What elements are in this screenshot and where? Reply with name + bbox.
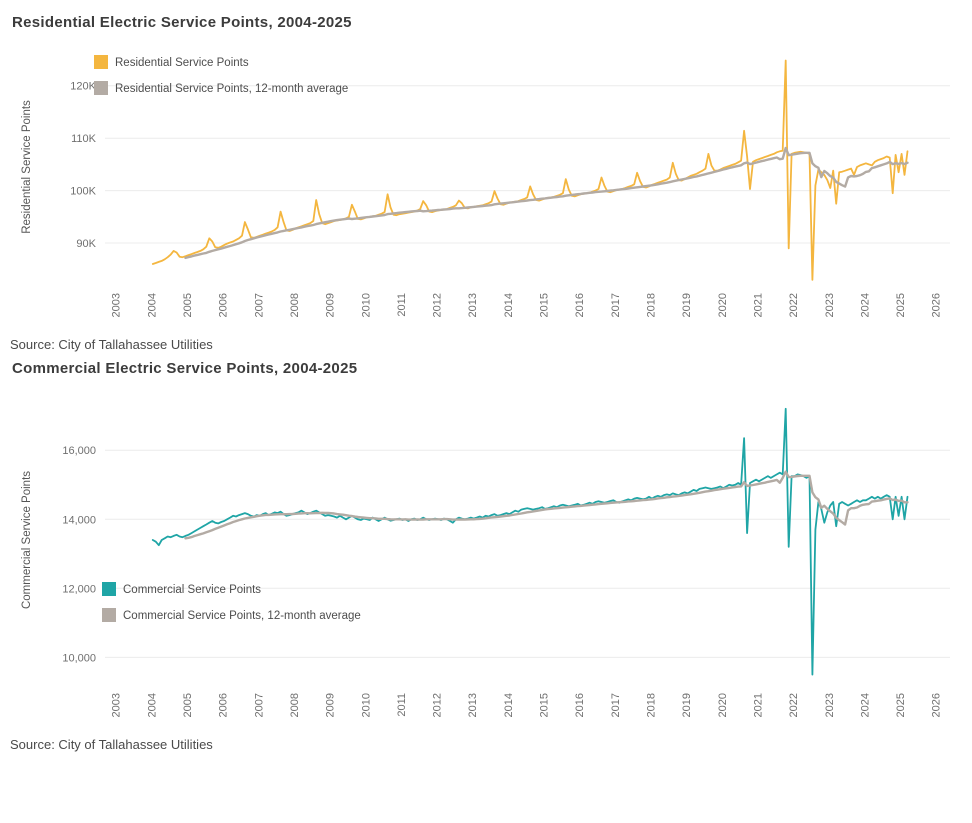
residential-chart-section: Residential Electric Service Points, 200… [10, 14, 962, 352]
x-tick-label: 2023 [824, 693, 836, 717]
x-tick-label: 2022 [788, 293, 800, 317]
chart-commercial-series-line [151, 407, 909, 676]
x-tick-label: 2018 [646, 293, 658, 317]
x-tick-label: 2012 [432, 693, 444, 717]
x-tick-label: 2023 [824, 293, 836, 317]
legend-label: Residential Service Points [115, 57, 249, 69]
x-tick-label: 2019 [681, 293, 693, 317]
x-tick-label: 2014 [503, 693, 515, 717]
x-tick-label: 2009 [325, 693, 337, 717]
x-tick-label: 2025 [895, 693, 907, 717]
x-tick-label: 2016 [574, 693, 586, 717]
residential-chart: 90K 100K 110K 120K 2003 2004 2005 2006 2007 2008 2… [21, 55, 950, 317]
y-tick-label: 12,000 [62, 583, 96, 595]
x-tick-label: 2020 [717, 293, 729, 317]
x-tick-label: 2010 [360, 693, 372, 717]
y-tick-label: 120K [70, 81, 96, 93]
x-tick-label: 2003 [111, 693, 123, 717]
x-tick-label: 2017 [610, 693, 622, 717]
x-tick-label: 2007 [253, 293, 265, 317]
x-tick-label: 2005 [182, 293, 194, 317]
legend-label: Residential Service Points, 12-month ave… [115, 83, 348, 95]
residential-chart-title: Residential Electric Service Points, 200… [12, 14, 352, 31]
x-tick-label: 2017 [610, 293, 622, 317]
x-tick-label: 2013 [467, 293, 479, 317]
x-tick-label: 2022 [788, 693, 800, 717]
chart-residential-series-line [151, 59, 909, 281]
x-tick-label: 2004 [146, 693, 158, 717]
x-tick-label: 2018 [646, 693, 658, 717]
x-tick-label: 2026 [931, 293, 943, 317]
x-tick-label: 2019 [681, 693, 693, 717]
x-tick-label: 2011 [396, 293, 408, 317]
y-tick-label: 110K [71, 133, 97, 145]
x-tick-label: 2015 [539, 293, 551, 317]
x-tick-label: 2009 [325, 293, 337, 317]
commercial-chart-title: Commercial Electric Service Points, 2004… [12, 360, 358, 377]
x-tick-label: 2003 [111, 293, 123, 317]
x-tick-label: 2012 [432, 293, 444, 317]
commercial-source: Source: City of Tallahassee Utilities [10, 737, 213, 752]
x-tick-label: 2024 [859, 293, 871, 317]
x-tick-label: 2021 [753, 293, 765, 317]
legend-label: Commercial Service Points [123, 584, 261, 596]
legend-swatch [102, 608, 116, 622]
x-tick-label: 2024 [859, 693, 871, 717]
x-tick-label: 2010 [360, 293, 372, 317]
x-tick-label: 2006 [218, 693, 230, 717]
y-tick-label: 16,000 [62, 445, 96, 457]
x-tick-label: 2006 [218, 293, 230, 317]
x-tick-label: 2011 [396, 693, 408, 717]
x-tick-label: 2016 [574, 293, 586, 317]
x-tick-label: 2020 [717, 693, 729, 717]
y-tick-label: 10,000 [62, 652, 96, 664]
x-tick-label: 2021 [753, 693, 765, 717]
y-tick-label: 14,000 [62, 514, 96, 526]
x-tick-label: 2007 [253, 693, 265, 717]
chart-commercial-average-line [184, 470, 909, 540]
legend-swatch [94, 81, 108, 95]
x-tick-label: 2014 [503, 293, 515, 317]
x-tick-label: 2008 [289, 293, 301, 317]
y-tick-label: 90K [76, 238, 96, 250]
legend-swatch [102, 582, 116, 596]
x-tick-label: 2026 [931, 693, 943, 717]
x-tick-label: 2015 [539, 693, 551, 717]
legend-label: Commercial Service Points, 12-month aver… [123, 610, 361, 622]
x-tick-label: 2005 [182, 693, 194, 717]
y-axis-label: Commercial Service Points [21, 471, 33, 609]
x-tick-label: 2013 [467, 693, 479, 717]
chart-residential-average-line [184, 146, 909, 260]
x-tick-label: 2025 [895, 293, 907, 317]
y-axis-label: Residential Service Points [21, 100, 33, 234]
x-tick-label: 2004 [146, 293, 158, 317]
y-tick-label: 100K [70, 186, 96, 198]
commercial-chart: 10,000 12,000 14,000 16,000 2003 2004 2005 2006… [21, 407, 950, 717]
residential-source: Source: City of Tallahassee Utilities [10, 337, 213, 352]
commercial-chart-section: Commercial Electric Service Points, 2004… [10, 360, 962, 752]
x-tick-label: 2008 [289, 693, 301, 717]
legend-swatch [94, 55, 108, 69]
